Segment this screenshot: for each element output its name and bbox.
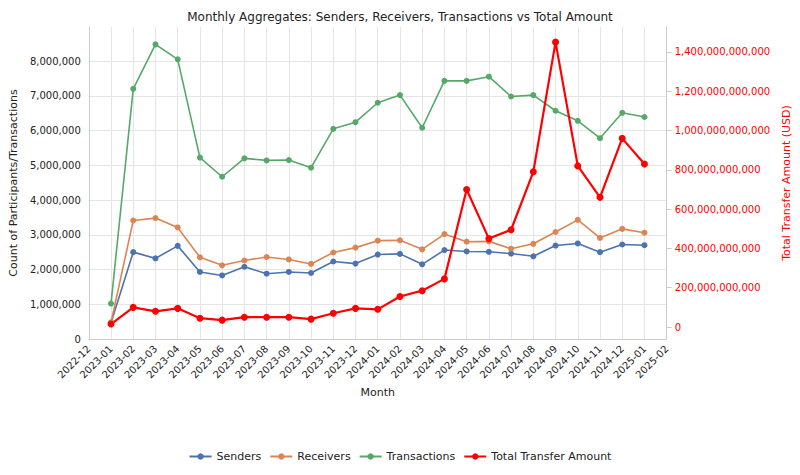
svg-text:2023-10: 2023-10 — [277, 343, 315, 381]
svg-text:400,000,000,000: 400,000,000,000 — [675, 243, 761, 254]
svg-text:2023-04: 2023-04 — [144, 343, 182, 381]
svg-text:2025-02: 2025-02 — [633, 343, 670, 380]
svg-text:2024-01: 2024-01 — [344, 343, 382, 381]
svg-text:2022-12: 2022-12 — [55, 343, 93, 381]
svg-text:3,000,000: 3,000,000 — [30, 229, 81, 240]
svg-text:2024-03: 2024-03 — [388, 343, 427, 381]
svg-text:2024-05: 2024-05 — [433, 343, 471, 381]
svg-text:8,000,000: 8,000,000 — [30, 56, 81, 67]
svg-text:2025-01: 2025-01 — [611, 343, 649, 381]
svg-text:Count of Participants/Transact: Count of Participants/Transactions — [7, 89, 20, 277]
svg-text:0: 0 — [675, 322, 681, 333]
svg-text:1,400,000,000,000: 1,400,000,000,000 — [675, 46, 770, 57]
svg-text:2024-07: 2024-07 — [477, 343, 515, 381]
svg-text:2023-08: 2023-08 — [233, 343, 271, 381]
svg-text:1,000,000: 1,000,000 — [30, 299, 81, 310]
svg-text:Receivers: Receivers — [297, 450, 351, 463]
svg-text:Total Transfer Amount (USD): Total Transfer Amount (USD) — [780, 105, 793, 262]
svg-text:Total Transfer Amount: Total Transfer Amount — [490, 450, 612, 463]
svg-text:2024-02: 2024-02 — [366, 343, 404, 381]
svg-text:2023-06: 2023-06 — [188, 343, 226, 381]
svg-text:2023-07: 2023-07 — [211, 343, 249, 381]
svg-text:1,000,000,000,000: 1,000,000,000,000 — [675, 125, 770, 136]
svg-text:2024-08: 2024-08 — [499, 343, 538, 381]
svg-text:2023-11: 2023-11 — [299, 343, 338, 381]
svg-text:0: 0 — [74, 334, 80, 345]
svg-text:5,000,000: 5,000,000 — [30, 160, 81, 171]
svg-text:2024-09: 2024-09 — [522, 343, 560, 381]
svg-text:Monthly Aggregates: Senders, R: Monthly Aggregates: Senders, Receivers, … — [187, 10, 613, 24]
svg-text:4,000,000: 4,000,000 — [30, 195, 81, 206]
svg-text:2024-12: 2024-12 — [588, 343, 627, 381]
svg-text:2,000,000: 2,000,000 — [30, 264, 81, 275]
svg-text:2024-10: 2024-10 — [544, 343, 582, 381]
svg-text:2024-06: 2024-06 — [455, 343, 493, 381]
svg-text:2024-04: 2024-04 — [411, 343, 449, 381]
svg-text:800,000,000,000: 800,000,000,000 — [675, 164, 761, 175]
svg-text:2023-02: 2023-02 — [99, 343, 138, 381]
svg-text:7,000,000: 7,000,000 — [30, 90, 81, 101]
svg-text:2023-03: 2023-03 — [122, 343, 160, 381]
svg-text:Transactions: Transactions — [386, 450, 456, 463]
svg-text:2023-09: 2023-09 — [255, 343, 293, 381]
svg-text:6,000,000: 6,000,000 — [30, 125, 81, 136]
svg-text:600,000,000,000: 600,000,000,000 — [675, 204, 761, 215]
svg-text:2023-12: 2023-12 — [322, 343, 360, 381]
svg-text:Senders: Senders — [217, 450, 262, 463]
svg-text:2024-11: 2024-11 — [566, 343, 604, 381]
svg-text:200,000,000,000: 200,000,000,000 — [675, 282, 761, 293]
svg-text:1,200,000,000,000: 1,200,000,000,000 — [675, 86, 770, 97]
svg-text:2023-05: 2023-05 — [166, 343, 204, 381]
svg-text:Month: Month — [360, 386, 395, 399]
svg-text:2023-01: 2023-01 — [77, 343, 115, 381]
